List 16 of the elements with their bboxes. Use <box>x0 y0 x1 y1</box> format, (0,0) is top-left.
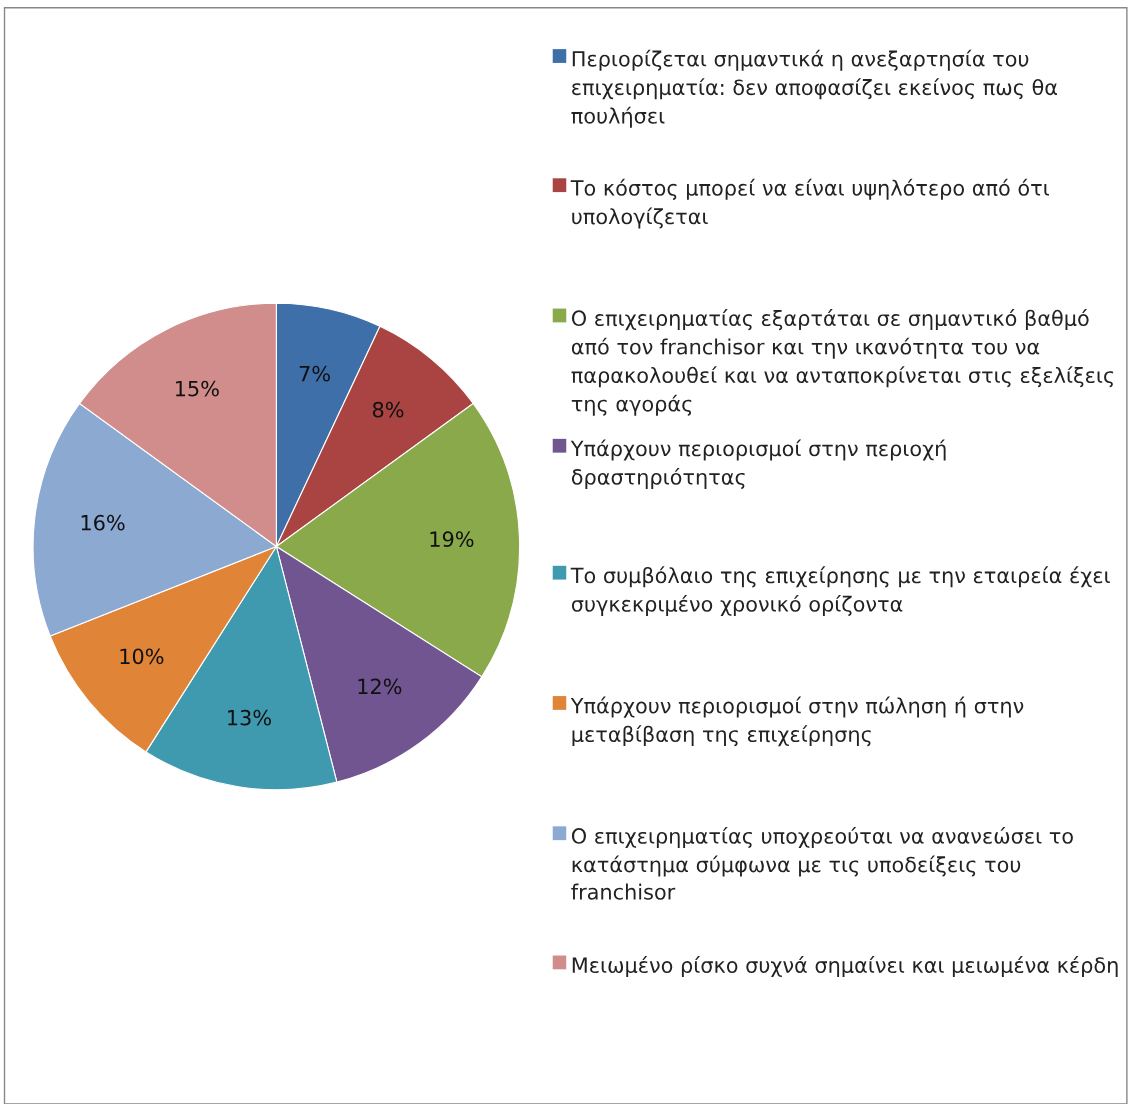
data-label: 16% <box>81 514 125 531</box>
legend-label: Ο επιχειρηματίας υποχρεούται να ανανεώσει το κατάστημα σύμφωνα με τις υποδείξεις του franchisor <box>571 826 1073 900</box>
legend-label: Το συμβόλαιο της επιχείρησης με την εταιρεία έχει συγκεκριμένο χρονικό ορίζοντα <box>570 566 1110 616</box>
data-label: 7% <box>299 365 330 382</box>
data-label: 10% <box>120 648 164 665</box>
legend-label: Ο επιχειρηματίας εξαρτάται σε σημαντικό βαθμό από τον franchisor και την ικανότητα του να παρακολουθεί και να ανταποκρίνεται στις εξελίξεις της αγοράς <box>571 309 1114 416</box>
data-label: 15% <box>175 380 219 397</box>
data-label: 13% <box>228 709 271 726</box>
data-label: 19% <box>430 531 474 548</box>
data-label: 8% <box>372 401 404 418</box>
legend-label: Υπάρχουν περιορισμοί στην πώληση ή στην μεταβίβαση της επιχείρησης <box>570 696 1024 747</box>
legend-label: Το κόστος μπορεί να είναι υψηλότερο από ότι υπολογίζεται <box>570 178 1050 229</box>
legend-label: Υπάρχουν περιορισμοί στην περιοχή δραστηριότητας <box>570 439 946 489</box>
legend-label: Μειωμένο ρίσκο συχνά σημαίνει και μειωμένα κέρδη <box>572 956 1118 978</box>
data-label: 12% <box>358 678 402 695</box>
legend-label: Περιορίζεται σημαντικά η ανεξαρτησία του επιχειρηματία: δεν αποφασίζει εκείνος πως θα πουλήσει <box>571 49 1058 128</box>
